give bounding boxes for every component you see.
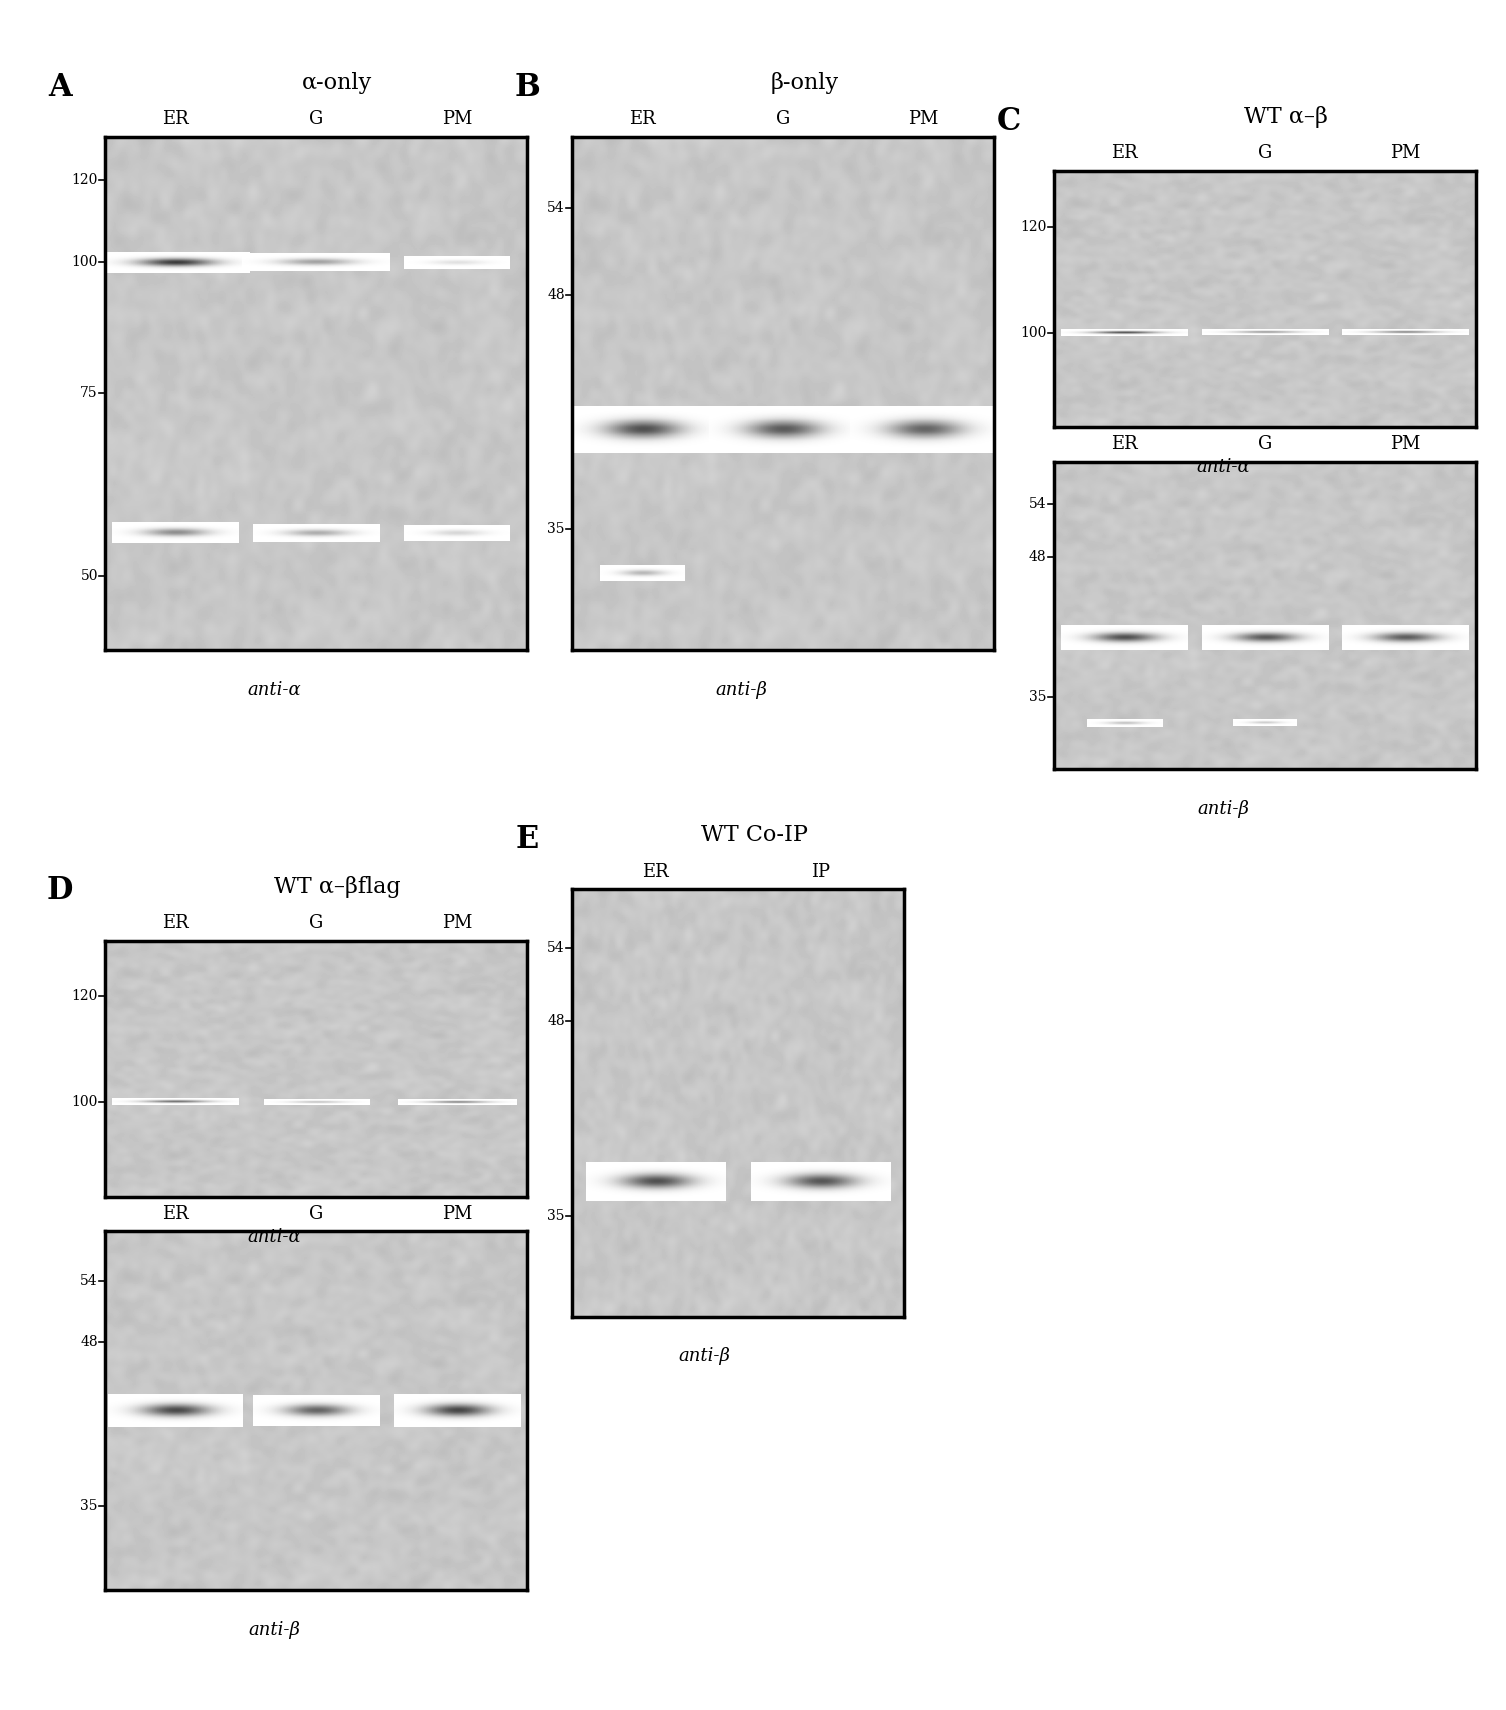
Text: 35: 35 [80,1500,98,1513]
Text: 100: 100 [71,255,98,270]
Text: PM: PM [1390,434,1420,453]
Text: G: G [1258,434,1273,453]
Text: α-only: α-only [303,72,372,94]
Text: 54: 54 [1029,498,1047,511]
Text: 54: 54 [80,1274,98,1288]
Text: PM: PM [1390,144,1420,162]
Text: 54: 54 [547,941,565,956]
Text: 100: 100 [1020,327,1047,340]
Text: 48: 48 [1029,549,1047,564]
Text: PM: PM [441,913,471,932]
Text: 35: 35 [547,522,565,537]
Text: E: E [515,824,539,855]
Text: IP: IP [812,862,830,881]
Text: WT α–βflag: WT α–βflag [274,876,401,898]
Text: anti-β: anti-β [715,681,767,699]
Text: anti-α: anti-α [1196,458,1250,477]
Text: 120: 120 [71,988,98,1004]
Text: ER: ER [630,109,657,128]
Text: anti-α: anti-α [247,1228,301,1247]
Text: G: G [309,1204,324,1223]
Text: G: G [309,109,324,128]
Text: anti-α: anti-α [247,681,301,699]
Text: β-only: β-only [770,72,839,94]
Text: anti-β: anti-β [248,1621,300,1640]
Text: 54: 54 [547,200,565,214]
Text: anti-β: anti-β [1197,800,1248,819]
Text: PM: PM [441,1204,471,1223]
Text: B: B [514,72,541,103]
Text: 48: 48 [80,1336,98,1349]
Text: A: A [48,72,72,103]
Text: WT Co-IP: WT Co-IP [702,824,807,846]
Text: ER: ER [1111,144,1139,162]
Text: 35: 35 [1029,691,1047,705]
Text: 75: 75 [80,386,98,400]
Text: 120: 120 [71,173,98,186]
Text: PM: PM [441,109,471,128]
Text: 48: 48 [547,1014,565,1028]
Text: PM: PM [908,109,938,128]
Text: 100: 100 [71,1096,98,1110]
Text: G: G [1258,144,1273,162]
Text: 35: 35 [547,1209,565,1223]
Text: ER: ER [1111,434,1139,453]
Text: ER: ER [163,109,190,128]
Text: ER: ER [642,862,669,881]
Text: WT α–β: WT α–β [1244,106,1328,128]
Text: ER: ER [163,913,190,932]
Text: ER: ER [163,1204,190,1223]
Text: 120: 120 [1020,219,1047,234]
Text: 48: 48 [547,287,565,303]
Text: G: G [776,109,791,128]
Text: G: G [309,913,324,932]
Text: C: C [997,106,1021,137]
Text: 50: 50 [80,569,98,583]
Text: anti-β: anti-β [679,1347,730,1366]
Text: D: D [47,876,74,906]
